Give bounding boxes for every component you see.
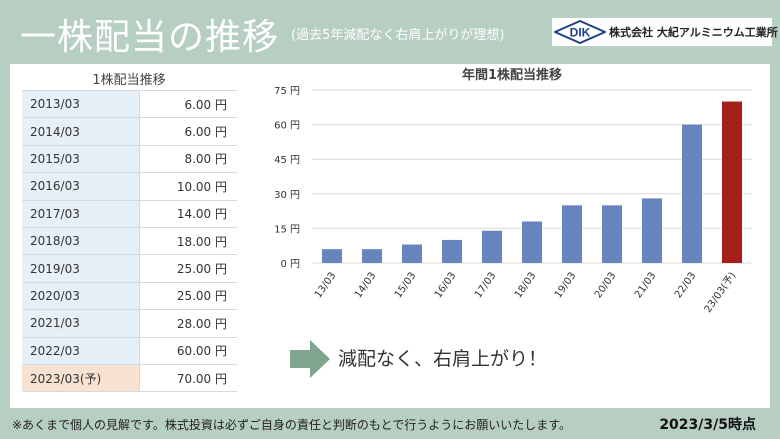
x-tick-label: 14/03 bbox=[353, 270, 379, 300]
x-tick-label: 17/03 bbox=[473, 270, 499, 300]
table-row: 2014/03 6.00 円 bbox=[22, 117, 237, 146]
x-tick-label: 15/03 bbox=[393, 270, 419, 300]
dividend-cell: 10.00 円 bbox=[139, 172, 237, 201]
table-row: 2019/03 25.00 円 bbox=[22, 254, 237, 283]
company-logo-box: DIK 株式会社 大紀アルミニウム工業所 bbox=[552, 18, 778, 46]
right-arrow-icon bbox=[290, 340, 330, 378]
x-tick-label: 23/03(予) bbox=[702, 270, 739, 315]
page-subtitle: (過去5年減配なく右肩上がりが理想) bbox=[291, 28, 505, 43]
page-title: 一株配当の推移 bbox=[20, 17, 280, 58]
dividend-cell: 28.00 円 bbox=[139, 309, 237, 338]
bar bbox=[562, 205, 582, 263]
x-tick-label: 16/03 bbox=[433, 270, 459, 300]
dividend-bar-chart: 年間1株配当推移 0 円 15 円 30 円 45 円 60 円 75 円 13/03 14/0… bbox=[274, 67, 752, 315]
table-row: 2023/03(予) 70.00 円 bbox=[22, 364, 237, 393]
table-row: 2015/03 8.00 円 bbox=[22, 145, 237, 174]
x-tick-label: 18/03 bbox=[513, 270, 539, 300]
bar bbox=[442, 239, 462, 263]
dividend-cell: 25.00 円 bbox=[139, 254, 237, 283]
right-border bbox=[770, 64, 780, 409]
bar bbox=[362, 249, 382, 263]
dik-logo-icon: DIK bbox=[554, 20, 606, 44]
dividend-cell: 14.00 円 bbox=[139, 200, 237, 228]
year-cell: 2016/03 bbox=[22, 172, 140, 201]
chart-title: 年間1株配当推移 bbox=[462, 67, 562, 83]
x-tick-label: 13/03 bbox=[313, 270, 339, 300]
bar bbox=[402, 244, 422, 263]
dividend-cell: 18.00 円 bbox=[139, 227, 237, 256]
y-tick-label: 15 円 bbox=[274, 224, 300, 235]
year-cell: 2019/03 bbox=[22, 254, 140, 283]
table-row: 2020/03 25.00 円 bbox=[22, 282, 237, 311]
bar bbox=[722, 101, 742, 264]
table-title: 1株配当推移 bbox=[92, 73, 166, 88]
y-tick-label: 30 円 bbox=[274, 190, 300, 201]
x-tick-label: 22/03 bbox=[673, 270, 699, 300]
bar bbox=[482, 230, 502, 263]
year-cell: 2014/03 bbox=[22, 117, 140, 146]
company-name: 株式会社 大紀アルミニウム工業所 bbox=[609, 26, 778, 39]
table-row: 2022/03 60.00 円 bbox=[22, 337, 237, 365]
table-row: 2018/03 18.00 円 bbox=[22, 227, 237, 256]
bar bbox=[682, 124, 702, 263]
footer-bar: ※あくまで個人の見解です。株式投資は必ずご自身の責任と判断のもとで行うようにお願… bbox=[0, 408, 780, 439]
conclusion-message: 減配なく、右肩上がり！ bbox=[338, 348, 548, 370]
y-tick-label: 45 円 bbox=[274, 155, 300, 166]
year-cell: 2022/03 bbox=[22, 337, 140, 365]
x-tick-label: 19/03 bbox=[553, 270, 579, 300]
table-row: 2016/03 10.00 円 bbox=[22, 172, 237, 201]
y-tick-label: 0 円 bbox=[280, 259, 300, 270]
year-cell: 2013/03 bbox=[22, 89, 140, 119]
dividend-cell: 60.00 円 bbox=[139, 337, 237, 365]
left-border bbox=[0, 64, 10, 409]
dividend-cell: 8.00 円 bbox=[139, 145, 237, 174]
dividend-cell: 70.00 円 bbox=[139, 364, 237, 393]
x-tick-label: 21/03 bbox=[633, 270, 659, 300]
year-cell: 2021/03 bbox=[22, 309, 140, 338]
bar bbox=[322, 249, 342, 263]
dividend-cell: 6.00 円 bbox=[139, 89, 237, 119]
bar bbox=[642, 198, 662, 263]
table-row: 2017/03 14.00 円 bbox=[22, 200, 237, 228]
year-cell: 2023/03(予) bbox=[22, 364, 140, 393]
disclaimer-text: ※あくまで個人の見解です。株式投資は必ずご自身の責任と判断のもとで行うようにお願… bbox=[12, 418, 572, 432]
bar bbox=[602, 205, 622, 263]
logo-text: DIK bbox=[570, 26, 591, 40]
bar bbox=[522, 221, 542, 263]
dividend-cell: 25.00 円 bbox=[139, 282, 237, 311]
dividend-cell: 6.00 円 bbox=[139, 117, 237, 146]
year-cell: 2015/03 bbox=[22, 145, 140, 174]
table-row: 2013/03 6.00 円 bbox=[22, 89, 237, 119]
year-cell: 2017/03 bbox=[22, 200, 140, 228]
x-tick-label: 20/03 bbox=[593, 270, 619, 300]
y-tick-label: 60 円 bbox=[274, 121, 300, 132]
table-row: 2021/03 28.00 円 bbox=[22, 309, 237, 338]
year-cell: 2018/03 bbox=[22, 227, 140, 256]
header-banner: 一株配当の推移 (過去5年減配なく右肩上がりが理想) DIK 株式会社 大紀アル… bbox=[0, 0, 780, 64]
year-cell: 2020/03 bbox=[22, 282, 140, 311]
y-tick-label: 75 円 bbox=[274, 86, 300, 97]
as-of-date: 2023/3/5時点 bbox=[659, 417, 756, 433]
